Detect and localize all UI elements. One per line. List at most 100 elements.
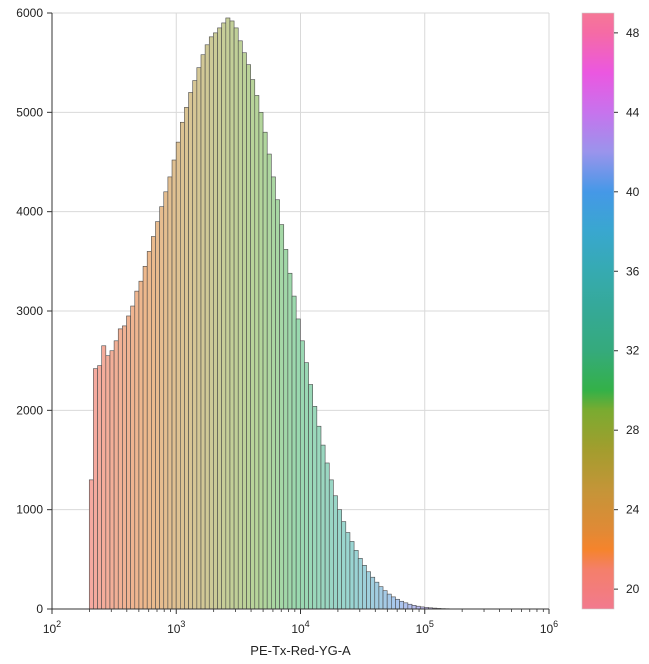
- histogram-bar: [275, 199, 280, 610]
- histogram-bar: [254, 95, 260, 610]
- histogram-bar: [200, 54, 206, 610]
- colorbar-tick-label: 28: [626, 423, 640, 437]
- histogram-bar: [180, 121, 185, 610]
- histogram-bar: [213, 32, 218, 610]
- histogram-bar: [126, 315, 131, 610]
- histogram-bar: [262, 131, 268, 610]
- histogram-bar: [93, 368, 98, 610]
- histogram-bar: [258, 112, 264, 610]
- histogram-bar: [324, 462, 330, 610]
- histogram-bar: [155, 221, 160, 610]
- colorbar-tick-label: 40: [626, 185, 640, 199]
- histogram-bar: [101, 345, 107, 610]
- histogram-bar: [378, 586, 384, 610]
- histogram-bar: [407, 603, 413, 610]
- x-tick-exponent: 3: [180, 619, 185, 629]
- histogram-bar: [266, 153, 272, 610]
- histogram-bar: [171, 159, 177, 610]
- x-tick-exponent: 5: [429, 619, 434, 629]
- histogram-bar: [391, 596, 396, 610]
- histogram-bar: [411, 605, 417, 610]
- x-tick-label: 103: [167, 619, 185, 636]
- histogram-bar: [316, 425, 322, 610]
- histogram-bar: [97, 365, 102, 610]
- x-tick-exponent: 6: [553, 619, 558, 629]
- x-tick-label: 105: [416, 619, 434, 636]
- histogram-bar: [237, 40, 243, 610]
- histogram-bar: [167, 176, 173, 610]
- histogram-bar: [142, 265, 148, 610]
- histogram-bar: [370, 576, 376, 610]
- x-tick-label: 102: [43, 619, 61, 636]
- x-tick-base: 10: [416, 622, 430, 636]
- histogram-bar: [320, 444, 326, 610]
- histogram-bar: [345, 532, 351, 610]
- histogram-bar: [130, 305, 136, 610]
- histogram-bar: [287, 272, 293, 610]
- histogram-bar: [362, 564, 367, 610]
- histogram-bar: [117, 328, 123, 610]
- x-tick-exponent: 4: [305, 619, 310, 629]
- histogram-bar: [333, 495, 338, 610]
- histogram-bar: [192, 80, 198, 610]
- histogram-bars: [88, 17, 462, 610]
- histogram-bar: [225, 17, 231, 610]
- histogram-bar: [337, 509, 342, 610]
- x-tick-label: 106: [540, 619, 558, 636]
- colorbar-tick-label: 48: [626, 26, 640, 40]
- colorbar-strip: [581, 12, 615, 610]
- histogram-bar: [233, 27, 239, 610]
- y-tick-label: 5000: [16, 105, 43, 119]
- x-tick-base: 10: [291, 622, 305, 636]
- histogram-bar: [304, 362, 309, 610]
- histogram-bar: [163, 191, 169, 610]
- histogram-bar: [374, 581, 380, 610]
- histogram-bar: [341, 521, 347, 610]
- histogram-bar: [312, 406, 318, 610]
- x-tick-labels: 102 103 104 105 106: [43, 619, 558, 636]
- colorbar-tick-label: 32: [626, 344, 640, 358]
- y-tick-label: 1000: [16, 503, 43, 517]
- x-tick-base: 10: [43, 622, 57, 636]
- histogram-bar: [208, 36, 214, 610]
- y-tick-label: 3000: [16, 304, 43, 318]
- y-tick-label: 4000: [16, 205, 43, 219]
- histogram-bar: [138, 280, 144, 610]
- histogram-bar: [175, 141, 181, 610]
- histogram-bar: [184, 107, 189, 610]
- histogram-bar: [242, 52, 247, 610]
- histogram-bar: [291, 295, 297, 610]
- histogram-bar: [109, 350, 115, 610]
- histogram-bar: [134, 290, 140, 610]
- histogram-bar: [279, 224, 285, 610]
- x-tick-base: 10: [167, 622, 181, 636]
- histogram-bar: [308, 384, 314, 610]
- histogram-bar: [299, 340, 305, 610]
- histogram-bar: [283, 249, 289, 610]
- histogram-bar: [221, 22, 227, 610]
- histogram-bar: [204, 44, 210, 610]
- y-tick-label: 0: [36, 602, 43, 616]
- histogram-bar: [328, 479, 334, 610]
- colorbar-tick-label: 24: [626, 503, 640, 517]
- histogram-bar: [399, 600, 405, 610]
- histogram-bar: [357, 558, 363, 610]
- histogram-bar: [250, 79, 256, 610]
- colorbar: 20 24 28 32 36 40 44 48: [581, 12, 640, 610]
- x-tick-exponent: 2: [56, 619, 61, 629]
- histogram-bar: [353, 550, 359, 610]
- colorbar-tick-label: 20: [626, 582, 640, 596]
- y-tick-label: 2000: [16, 403, 43, 417]
- histogram-bar: [159, 206, 165, 610]
- histogram-bar: [271, 176, 276, 610]
- y-tick-labels: 0 1000 2000 3000 4000 5000 6000: [16, 6, 43, 616]
- histogram-bar: [382, 590, 388, 610]
- histogram-bar: [395, 598, 400, 610]
- histogram-bar: [349, 541, 355, 610]
- axes: [47, 12, 550, 614]
- histogram-bar: [113, 340, 119, 610]
- x-axis-label: PE-Tx-Red-YG-A: [250, 643, 351, 658]
- histogram-bar: [146, 251, 152, 610]
- colorbar-tick-label: 44: [626, 105, 640, 119]
